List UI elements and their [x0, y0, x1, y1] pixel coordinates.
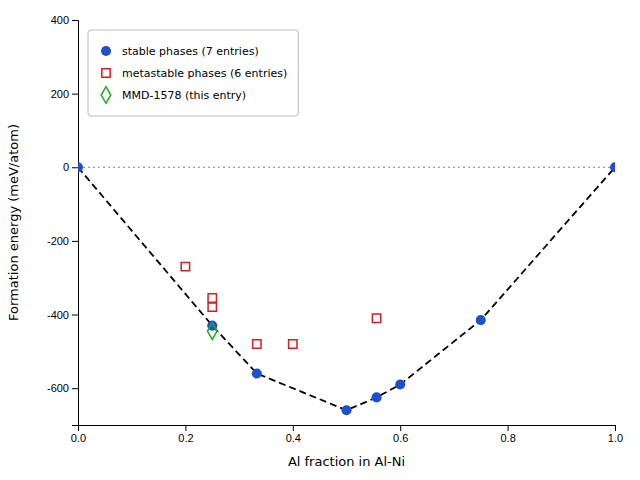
tick: 0.8: [500, 425, 515, 444]
axis-line: [79, 426, 616, 432]
x-axis: 0.0 0.2 0.4 0.6 0.8 1.0: [71, 425, 623, 444]
point: [476, 315, 486, 325]
tick: 400: [51, 14, 78, 26]
tick-label: -600: [47, 382, 69, 394]
point: [372, 314, 380, 322]
tick: -200: [47, 235, 78, 247]
legend-item: stable phases (7 entries): [101, 45, 259, 58]
legend-symbol: [101, 87, 111, 104]
point-group: [207, 323, 217, 340]
legend-label: stable phases (7 entries): [122, 45, 259, 58]
tick-label: 0.4: [286, 432, 301, 444]
tick-label: 200: [51, 88, 69, 100]
point: [341, 405, 351, 415]
tick-mark: [72, 315, 78, 316]
point: [181, 262, 189, 270]
point: [610, 162, 615, 172]
tick: 0.4: [286, 425, 301, 444]
tick: 0.6: [393, 425, 408, 444]
tick-mark: [293, 425, 294, 431]
tick-mark: [72, 94, 78, 95]
tick: -400: [47, 309, 78, 321]
tick-mark: [615, 425, 616, 431]
point: [78, 162, 83, 172]
tick-mark: [72, 388, 78, 389]
tick: 1.0: [608, 425, 623, 444]
tick-label: 1.0: [608, 432, 623, 444]
legend-symbol: [102, 69, 110, 77]
tick: -600: [47, 382, 78, 394]
tick: 0.0: [71, 425, 86, 444]
tick: 0: [63, 161, 78, 173]
tick-mark: [72, 241, 78, 242]
legend-label: metastable phases (6 entries): [122, 67, 287, 80]
tick-label: 0: [63, 161, 69, 173]
hull-line: [78, 167, 615, 410]
point-group: [181, 262, 381, 348]
y-axis-title: Formation energy (meV/atom): [6, 124, 21, 321]
legend-label: MMD-1578 (this entry): [122, 89, 246, 102]
y-axis: -600 -400 -200 0 200 400: [47, 14, 79, 425]
tick-label: 0.0: [71, 432, 86, 444]
axis-line: [72, 21, 79, 426]
legend-box: [88, 30, 298, 116]
x-axis-title: Al fraction in Al-Ni: [288, 454, 405, 469]
point: [395, 379, 405, 389]
point: [372, 392, 382, 402]
tick-mark: [508, 425, 509, 431]
tick-mark: [400, 425, 401, 431]
point: [208, 303, 216, 311]
reference-line: [78, 167, 615, 168]
tick: 0.2: [178, 425, 193, 444]
point-group: [78, 162, 615, 415]
tick-label: 0.8: [500, 432, 515, 444]
point: [207, 323, 217, 340]
legend-symbol: [101, 46, 111, 56]
point: [289, 340, 297, 348]
legend-item: MMD-1578 (this entry): [101, 87, 246, 104]
legend-item: metastable phases (6 entries): [102, 67, 287, 80]
tick: 200: [51, 88, 78, 100]
tick-mark: [72, 20, 78, 21]
tick-mark: [185, 425, 186, 431]
tick-label: 0.2: [178, 432, 193, 444]
tick-label: -400: [47, 309, 69, 321]
point: [252, 368, 262, 378]
tick-label: -200: [47, 235, 69, 247]
point: [253, 340, 261, 348]
legend: stable phases (7 entries) metastable phas…: [88, 30, 298, 116]
point: [208, 294, 216, 302]
tick-label: 0.6: [393, 432, 408, 444]
plot-area: [78, 162, 615, 415]
tick-label: 400: [51, 14, 69, 26]
chart: 0.0 0.2 0.4 0.6 0.8 1.0 -600 -400 -200 0 200 400 Al …: [0, 0, 640, 480]
tick-mark: [72, 167, 78, 168]
